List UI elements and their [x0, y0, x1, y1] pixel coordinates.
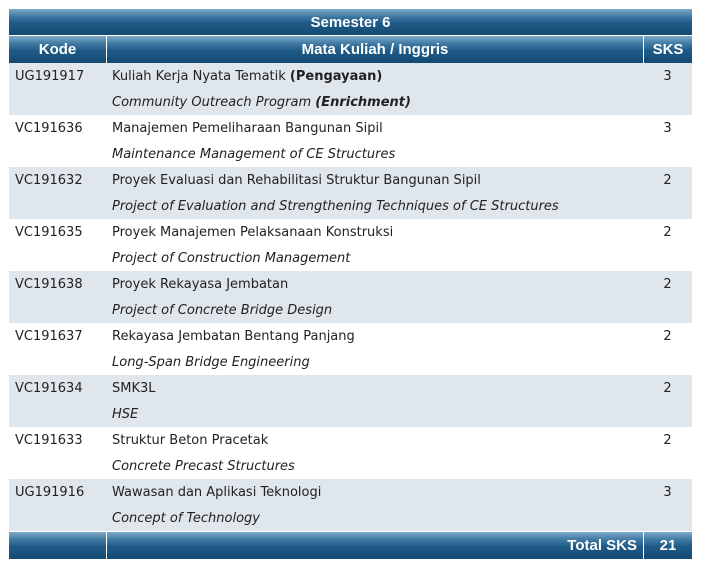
course-name-cell: Proyek Manajemen Pelaksanaan Konstruksi P…	[106, 219, 643, 271]
total-sks-value: 21	[643, 531, 692, 559]
course-name-english-emphasis: (Enrichment)	[315, 95, 411, 110]
course-name-indonesian-text: Proyek Manajemen Pelaksanaan Konstruksi	[112, 225, 394, 240]
course-name-english-text: Concept of Technology	[112, 511, 260, 526]
course-name-indonesian: Struktur Beton Pracetak	[112, 433, 643, 453]
course-name-english-text: Project of Evaluation and Strengthening …	[112, 199, 559, 214]
course-name-english: Community Outreach Program (Enrichment)	[112, 89, 643, 110]
course-code: UG191917	[9, 63, 106, 115]
course-name-english-text: Community Outreach Program	[112, 95, 316, 110]
course-code: VC191636	[9, 115, 106, 167]
course-code-text: VC191635	[15, 225, 83, 240]
course-code: VC191634	[9, 375, 106, 427]
course-name-cell: Manajemen Pemeliharaan Bangunan Sipil Mai…	[106, 115, 643, 167]
course-name-indonesian-text: Rekayasa Jembatan Bentang Panjang	[112, 329, 355, 344]
course-credits: 2	[643, 271, 692, 323]
course-name-indonesian: Kuliah Kerja Nyata Tematik (Pengayaan)	[112, 69, 643, 89]
course-name-indonesian-text: Proyek Rekayasa Jembatan	[112, 277, 289, 292]
course-name-english: Maintenance Management of CE Structures	[112, 141, 643, 162]
course-name-cell: SMK3L HSE	[106, 375, 643, 427]
course-row: UG191916 Wawasan dan Aplikasi Teknologi Co…	[9, 479, 692, 531]
column-header-sks: SKS	[643, 35, 692, 63]
course-credits: 2	[643, 427, 692, 479]
course-name-cell: Proyek Rekayasa Jembatan Project of Concr…	[106, 271, 643, 323]
course-name-indonesian-text: Manajemen Pemeliharaan Bangunan Sipil	[112, 121, 383, 136]
course-name-cell: Proyek Evaluasi dan Rehabilitasi Struktu…	[106, 167, 643, 219]
semester-course-table: Semester 6 Kode Mata Kuliah / Inggris SK…	[9, 9, 692, 559]
course-name-english: Long-Span Bridge Engineering	[112, 349, 643, 370]
column-header-mata-kuliah: Mata Kuliah / Inggris	[106, 35, 643, 63]
course-row: VC191637 Rekayasa Jembatan Bentang Panjan…	[9, 323, 692, 375]
course-code-text: VC191638	[15, 277, 83, 292]
course-name-english-text: Concrete Precast Structures	[112, 459, 295, 474]
course-credits: 2	[643, 219, 692, 271]
course-row: VC191635 Proyek Manajemen Pelaksanaan Kon…	[9, 219, 692, 271]
course-code-text: VC191636	[15, 121, 83, 136]
course-code: VC191635	[9, 219, 106, 271]
course-name-english-text: HSE	[112, 407, 139, 422]
course-row: VC191634 SMK3L HSE 2	[9, 375, 692, 427]
curriculum-table-container: Semester 6 Kode Mata Kuliah / Inggris SK…	[9, 9, 692, 559]
course-name-indonesian: Proyek Manajemen Pelaksanaan Konstruksi	[112, 225, 643, 245]
course-name-english-text: Project of Concrete Bridge Design	[112, 303, 333, 318]
course-name-indonesian: Proyek Evaluasi dan Rehabilitasi Struktu…	[112, 173, 643, 193]
course-code-text: UG191916	[15, 485, 85, 500]
course-code: VC191638	[9, 271, 106, 323]
course-name-indonesian-text: Proyek Evaluasi dan Rehabilitasi Struktu…	[112, 173, 481, 188]
course-credits: 3	[643, 63, 692, 115]
course-code: VC191633	[9, 427, 106, 479]
course-name-english: Project of Construction Management	[112, 245, 643, 266]
course-code: VC191632	[9, 167, 106, 219]
course-name-indonesian-text: Wawasan dan Aplikasi Teknologi	[112, 485, 322, 500]
course-name-english-text: Project of Construction Management	[112, 251, 351, 266]
course-code: UG191916	[9, 479, 106, 531]
course-code-text: UG191917	[15, 69, 85, 84]
course-name-indonesian: Proyek Rekayasa Jembatan	[112, 277, 643, 297]
course-name-cell: Kuliah Kerja Nyata Tematik (Pengayaan) Co…	[106, 63, 643, 115]
course-name-english: HSE	[112, 401, 643, 422]
course-credits: 3	[643, 115, 692, 167]
course-name-cell: Wawasan dan Aplikasi Teknologi Concept of…	[106, 479, 643, 531]
course-code-text: VC191632	[15, 173, 83, 188]
course-code-text: VC191633	[15, 433, 83, 448]
course-name-indonesian-emphasis: (Pengayaan)	[289, 69, 383, 84]
course-credits: 2	[643, 167, 692, 219]
course-name-indonesian-text: Kuliah Kerja Nyata Tematik	[112, 69, 290, 84]
course-name-cell: Struktur Beton Pracetak Concrete Precast …	[106, 427, 643, 479]
course-row: VC191632 Proyek Evaluasi dan Rehabilitasi…	[9, 167, 692, 219]
course-name-indonesian-text: Struktur Beton Pracetak	[112, 433, 269, 448]
course-name-english: Concrete Precast Structures	[112, 453, 643, 474]
course-name-indonesian-text: SMK3L	[112, 381, 156, 396]
course-row: VC191633 Struktur Beton Pracetak Concrete …	[9, 427, 692, 479]
course-name-english: Project of Concrete Bridge Design	[112, 297, 643, 318]
course-code: VC191637	[9, 323, 106, 375]
course-name-indonesian: Rekayasa Jembatan Bentang Panjang	[112, 329, 643, 349]
course-name-indonesian: Wawasan dan Aplikasi Teknologi	[112, 485, 643, 505]
total-sks-label: Total SKS	[106, 531, 643, 559]
course-credits: 2	[643, 323, 692, 375]
course-name-indonesian: SMK3L	[112, 381, 643, 401]
course-list: UG191917 Kuliah Kerja Nyata Tematik (Peng…	[9, 63, 692, 531]
course-row: VC191636 Manajemen Pemeliharaan Bangunan …	[9, 115, 692, 167]
course-name-english: Concept of Technology	[112, 505, 643, 526]
course-row: UG191917 Kuliah Kerja Nyata Tematik (Peng…	[9, 63, 692, 115]
course-name-english-text: Maintenance Management of CE Structures	[112, 147, 396, 162]
footer-spacer	[9, 531, 106, 559]
course-name-english: Project of Evaluation and Strengthening …	[112, 193, 643, 214]
column-header-kode: Kode	[9, 35, 106, 63]
course-code-text: VC191637	[15, 329, 83, 344]
course-credits: 2	[643, 375, 692, 427]
course-name-indonesian: Manajemen Pemeliharaan Bangunan Sipil	[112, 121, 643, 141]
course-row: VC191638 Proyek Rekayasa Jembatan Project …	[9, 271, 692, 323]
course-credits: 3	[643, 479, 692, 531]
course-code-text: VC191634	[15, 381, 83, 396]
course-name-english-text: Long-Span Bridge Engineering	[112, 355, 310, 370]
semester-title: Semester 6	[9, 9, 692, 35]
course-name-cell: Rekayasa Jembatan Bentang Panjang Long-Sp…	[106, 323, 643, 375]
